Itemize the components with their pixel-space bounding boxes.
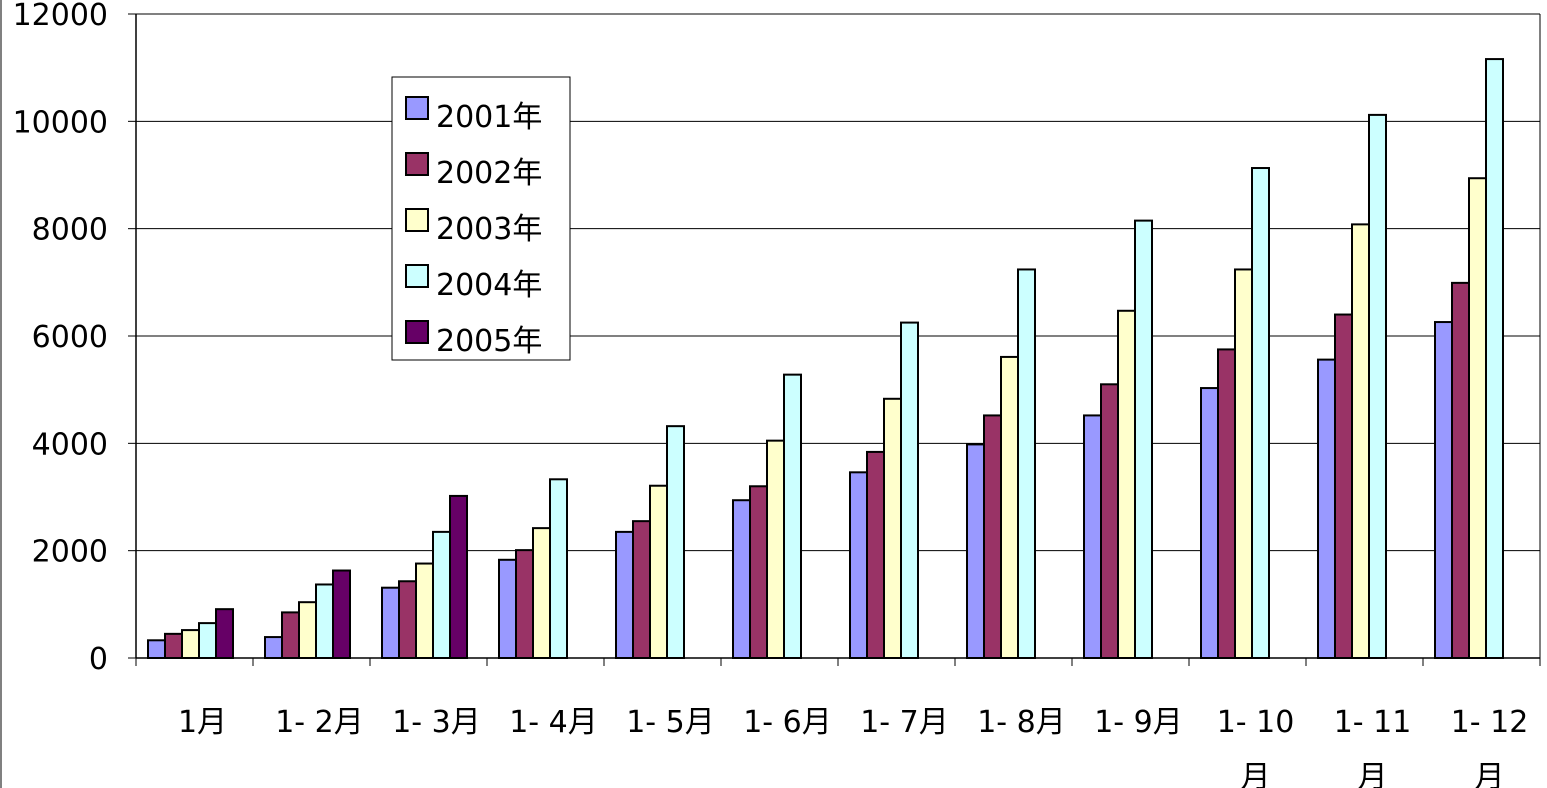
bar-2-2 [281,611,300,660]
bar-3-7 [883,397,902,659]
bar-2-8 [983,414,1002,659]
bar-1-9 [1083,414,1102,659]
bar-1-6 [732,499,751,659]
bar-4-12 [1485,58,1504,659]
bar-5-1 [215,608,234,659]
legend-label: 2003年 [436,212,542,247]
x-tick-label: 1月 [178,705,227,740]
bar-1-3 [381,586,400,659]
bar-4-8 [1017,268,1036,659]
bar-1-12 [1434,321,1453,659]
legend-label: 2005年 [436,324,542,359]
bar-1-5 [615,530,634,660]
x-tick-label: 1- 12 [1451,705,1529,740]
legend-label: 2001年 [436,100,542,135]
x-axis-tick-labels: 1月 1- 2月 1- 3月 1- 4月 1- 5月 1- 6月 1- 7月 1- 8月 1- … [178,705,1528,788]
x-tick-label: 1- 2月 [275,705,364,740]
bar-1-4 [498,558,517,659]
legend-swatch [405,96,429,120]
bar-4-3 [432,530,451,660]
bar-3-4 [532,527,551,659]
bar-2-4 [515,549,534,660]
legend-swatch [405,264,429,288]
bar-1-10 [1200,387,1219,659]
x-tick-label: 1- 3月 [392,705,481,740]
y-tick-label: 10000 [13,105,108,140]
y-tick-label: 4000 [32,427,108,462]
y-axis-tick-labels: 0 2000 4000 6000 8000 10000 12000 [13,0,108,677]
bar-1-7 [849,471,868,659]
x-tick-label: 1- 7月 [860,705,949,740]
x-tick-label: 月 [1358,760,1388,788]
bar-3-8 [1000,355,1019,659]
bar-4-11 [1368,113,1387,660]
legend-swatch [405,320,429,344]
bar-3-6 [766,439,785,659]
bar-2-9 [1100,383,1119,659]
x-tick-label: 1- 10 [1217,705,1295,740]
bar-4-10 [1251,167,1270,659]
bar-4-7 [900,321,919,659]
y-tick-label: 2000 [32,535,108,570]
bar-5-2 [332,569,351,659]
bar-2-3 [398,580,417,659]
bar-4-9 [1134,219,1153,659]
x-tick-label: 1- 5月 [626,705,715,740]
bar-1-8 [966,443,985,660]
bar-1-11 [1317,358,1336,659]
bar-3-2 [298,601,317,659]
bar-2-1 [164,632,183,659]
bar-2-7 [866,450,885,660]
bar-2-5 [632,520,651,660]
x-tick-label: 1- 4月 [509,705,598,740]
bar-4-6 [783,373,802,659]
bar-3-3 [415,562,434,660]
bar-4-4 [549,478,568,660]
legend-label: 2002年 [436,156,542,191]
bar-2-10 [1217,348,1236,659]
bar-4-1 [198,622,217,659]
x-tick-label: 1- 9月 [1094,705,1183,740]
bar-3-5 [649,484,668,660]
bar-2-6 [749,485,768,659]
y-tick-label: 0 [89,642,108,677]
bar-4-5 [666,425,685,659]
bar-3-12 [1468,177,1487,659]
bar-2-11 [1334,313,1353,659]
bar-3-10 [1234,268,1253,659]
legend-label: 2004年 [436,268,542,303]
y-tick-label: 12000 [13,0,108,33]
x-tick-label: 月 [1475,760,1505,788]
x-tick-label: 1- 8月 [977,705,1066,740]
x-tick-label: 月 [1241,760,1271,788]
legend: 2001年 2002年 2003年 2004年 2005年 [391,76,571,361]
y-tick-label: 8000 [32,213,108,248]
bars [147,58,1504,660]
x-tick-label: 1- 6月 [743,705,832,740]
legend-swatch [405,208,429,232]
bar-5-3 [449,494,468,659]
x-tick-label: 1- 11 [1334,705,1412,740]
y-tick-label: 6000 [32,320,108,355]
bar-2-12 [1451,281,1470,659]
bar-3-9 [1117,309,1136,659]
bar-4-2 [315,583,334,660]
gridlines [136,13,1540,552]
bar-3-1 [181,629,200,659]
bar-1-1 [147,639,166,659]
legend-swatch [405,152,429,176]
bar-1-2 [264,636,283,660]
bar-3-11 [1351,223,1370,660]
